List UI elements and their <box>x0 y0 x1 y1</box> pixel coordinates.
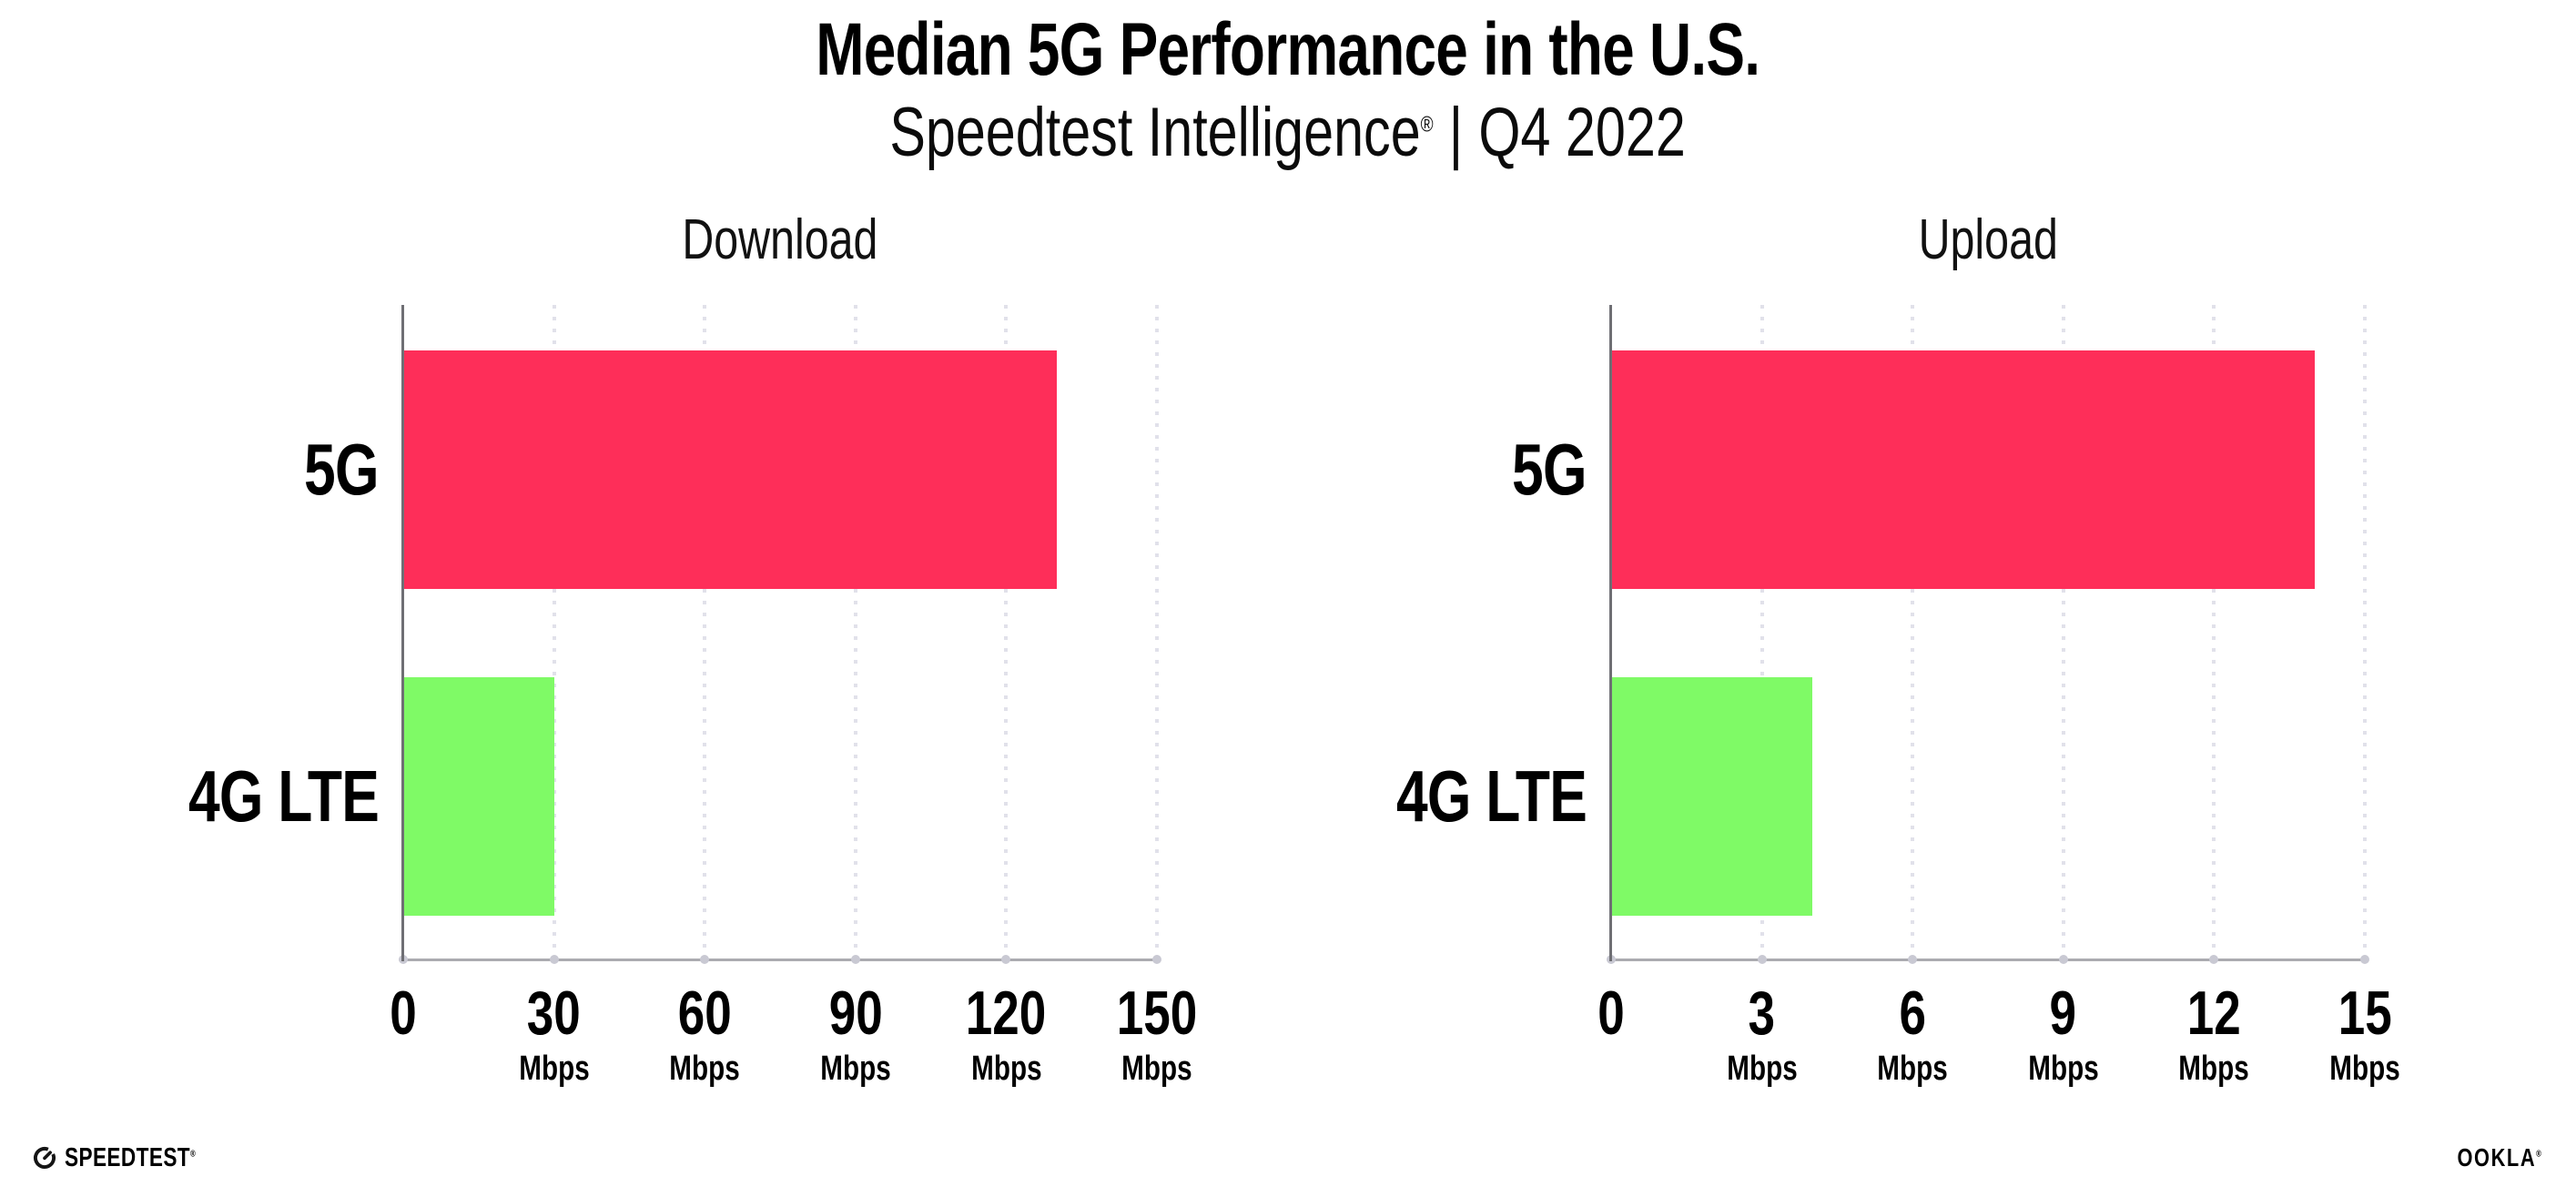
bar-5g <box>403 350 1057 589</box>
category-labels: 5G 4G LTE <box>127 305 380 959</box>
category-label-5g: 5G <box>1512 429 1587 510</box>
page-title: Median 5G Performance in the U.S. <box>816 8 1761 91</box>
gridline <box>1911 305 1915 959</box>
axis-tick-dot <box>850 955 860 964</box>
subtitle-separator: | <box>1449 94 1464 171</box>
gridline <box>552 305 556 959</box>
x-tick: 0 <box>386 959 421 1044</box>
y-axis-line <box>401 305 404 961</box>
gridline <box>2212 305 2216 959</box>
gridline <box>1155 305 1159 959</box>
axis-tick-dot <box>2209 955 2219 964</box>
axis-tick-dot <box>2360 955 2369 964</box>
x-tick-unit: Mbps <box>970 1050 1042 1088</box>
x-axis-line <box>401 959 1160 961</box>
registered-trademark: ® <box>2535 1149 2542 1160</box>
speedtest-gauge-icon <box>33 1146 56 1170</box>
x-tick-unit: Mbps <box>2178 1050 2250 1088</box>
x-tick-value: 6 <box>1899 979 1926 1048</box>
speedtest-wordmark: SPEEDTEST® <box>65 1142 197 1172</box>
plot-area-download <box>399 305 1161 964</box>
subtitle-period: Q4 2022 <box>1478 94 1687 171</box>
x-tick-unit: Mbps <box>820 1050 891 1088</box>
x-tick-unit: Mbps <box>669 1050 740 1088</box>
chart-title-upload: Upload <box>1918 208 2058 271</box>
y-axis-line <box>1609 305 1612 961</box>
x-tick: 150 Mbps <box>1105 959 1208 1086</box>
x-tick: 12 Mbps <box>2169 959 2259 1086</box>
chart-title-download: Download <box>682 208 878 271</box>
chart-download: Download 5G 4G LTE 0 30 Mbps <box>127 200 1197 1197</box>
axis-tick-dot <box>1757 955 1767 964</box>
x-tick: 9 Mbps <box>2018 959 2108 1086</box>
axis-tick-dot <box>2058 955 2068 964</box>
x-tick: 15 Mbps <box>2319 959 2409 1086</box>
x-tick: 60 Mbps <box>660 959 750 1086</box>
x-tick: 90 Mbps <box>810 959 900 1086</box>
axis-tick-dot <box>1152 955 1161 964</box>
gridline <box>853 305 857 959</box>
x-tick-labels: 0 30 Mbps 60 Mbps 90 Mbps 120 Mbps 150 M… <box>390 959 1197 1141</box>
category-label-5g: 5G <box>304 429 379 510</box>
gridline <box>2363 305 2367 959</box>
x-tick-value: 12 <box>2186 979 2241 1048</box>
axis-tick-dot <box>1001 955 1011 964</box>
gridline <box>1004 305 1009 959</box>
axis-tick-dot <box>549 955 559 964</box>
x-tick: 0 <box>1594 959 1628 1044</box>
ookla-wordmark: OOKLA® <box>2457 1143 2542 1172</box>
x-tick: 30 Mbps <box>509 959 599 1086</box>
x-tick-value: 30 <box>527 979 582 1048</box>
gridline <box>703 305 707 959</box>
bar-4g-lte <box>1611 677 1812 916</box>
x-tick-unit: Mbps <box>2329 1050 2400 1088</box>
bar-5g <box>1611 350 2315 589</box>
chart-upload: Upload 5G 4G LTE 0 3 Mbps <box>1335 200 2400 1197</box>
x-tick-unit: Mbps <box>1726 1050 1798 1088</box>
subtitle-brand: Speedtest Intelligence <box>889 94 1422 171</box>
registered-trademark: ® <box>190 1148 197 1159</box>
bar-4g-lte <box>403 677 554 916</box>
x-tick-value: 9 <box>2050 979 2077 1048</box>
speedtest-logo: SPEEDTEST® <box>33 1138 233 1178</box>
x-tick-unit: Mbps <box>2028 1050 2099 1088</box>
x-tick-value: 90 <box>828 979 883 1048</box>
page-subtitle: Speedtest Intelligence® | Q4 2022 <box>0 96 2576 169</box>
x-tick: 6 Mbps <box>1868 959 1958 1086</box>
x-tick-value: 15 <box>2338 979 2392 1048</box>
x-tick-value: 0 <box>1597 979 1625 1048</box>
x-tick-unit: Mbps <box>1877 1050 1948 1088</box>
category-label-4g-lte: 4G LTE <box>1395 756 1587 837</box>
x-tick-labels: 0 3 Mbps 6 Mbps 9 Mbps 12 Mbps 15 Mbps <box>1597 959 2399 1141</box>
category-labels: 5G 4G LTE <box>1335 305 1587 959</box>
x-tick-unit: Mbps <box>518 1050 590 1088</box>
gridline <box>1760 305 1764 959</box>
x-tick-value: 120 <box>966 979 1047 1048</box>
axis-tick-dot <box>700 955 710 964</box>
registered-trademark: ® <box>1421 112 1435 137</box>
axis-tick-dot <box>1908 955 1918 964</box>
x-tick-value: 3 <box>1748 979 1776 1048</box>
category-label-4g-lte: 4G LTE <box>188 756 380 837</box>
x-tick-value: 60 <box>677 979 732 1048</box>
x-tick-value: 0 <box>390 979 417 1048</box>
x-tick-unit: Mbps <box>1121 1050 1192 1088</box>
x-tick-value: 150 <box>1116 979 1198 1048</box>
plot-area-upload <box>1607 305 2369 964</box>
x-tick: 120 Mbps <box>955 959 1058 1086</box>
x-tick: 3 Mbps <box>1717 959 1807 1086</box>
x-axis-line <box>1609 959 2368 961</box>
gridline <box>2061 305 2065 959</box>
